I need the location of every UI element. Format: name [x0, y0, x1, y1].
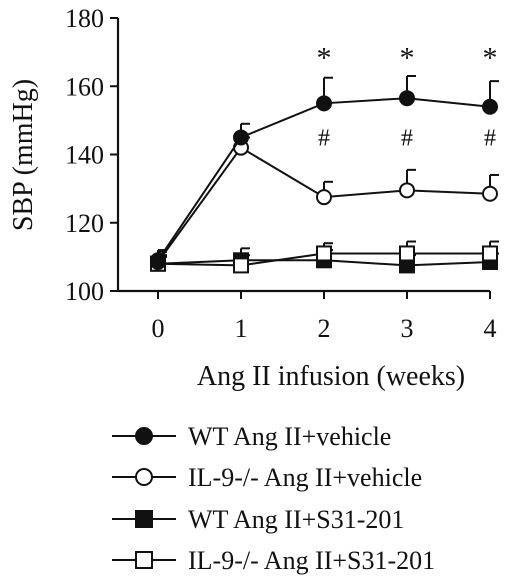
- data-point: [233, 129, 249, 146]
- x-tick-label: 1: [235, 314, 248, 343]
- legend-marker: [135, 551, 153, 569]
- data-point: [399, 182, 415, 199]
- legend-label: IL-9-/- Ang II+S31-201: [188, 546, 435, 575]
- series-layer: [150, 75, 499, 274]
- legend-item: IL-9-/- Ang II+vehicle: [112, 463, 422, 492]
- significance-hash: #: [484, 125, 496, 151]
- significance-star: *: [400, 42, 415, 75]
- y-tick-label: 120: [65, 209, 104, 238]
- significance-hash: #: [318, 125, 330, 151]
- x-tick-label: 2: [318, 314, 331, 343]
- x-axis-label: Ang II infusion (weeks): [197, 361, 465, 392]
- legend-item: WT Ang II+S31-201: [112, 505, 404, 534]
- data-point: [150, 252, 166, 269]
- legend: WT Ang II+vehicle IL-9-/- Ang II+vehicle W…: [112, 422, 435, 575]
- data-point: [316, 245, 332, 262]
- legend-marker: [135, 427, 153, 445]
- y-tick-label: 100: [65, 277, 104, 306]
- axes: [116, 18, 490, 293]
- data-point: [399, 90, 415, 107]
- data-point: [482, 185, 498, 202]
- x-tick-label: 4: [484, 314, 497, 343]
- series-wt-ang-ii-vehicle: [150, 75, 499, 269]
- x-tick-label: 3: [401, 314, 414, 343]
- legend-label: IL-9-/- Ang II+vehicle: [188, 463, 422, 492]
- data-point: [233, 257, 249, 274]
- legend-item: IL-9-/- Ang II+S31-201: [112, 546, 435, 575]
- y-tick-label: 180: [65, 4, 104, 33]
- y-tick-label: 160: [65, 72, 104, 101]
- data-point: [316, 189, 332, 206]
- x-tick-label: 0: [152, 314, 165, 343]
- significance-star: *: [317, 42, 332, 75]
- legend-marker: [135, 510, 153, 528]
- y-axis-label: SBP (mmHg): [8, 79, 39, 231]
- y-tick-label: 140: [65, 141, 104, 170]
- data-point: [482, 245, 498, 262]
- legend-marker: [135, 468, 153, 486]
- legend-label: WT Ang II+S31-201: [188, 505, 404, 534]
- annotation-layer: * * * # # #: [317, 42, 498, 152]
- data-point: [399, 245, 415, 262]
- data-point: [482, 98, 498, 115]
- data-point: [316, 95, 332, 112]
- legend-item: WT Ang II+vehicle: [112, 422, 391, 451]
- significance-star: *: [483, 42, 498, 75]
- legend-label: WT Ang II+vehicle: [188, 422, 391, 451]
- series-line: [157, 97, 491, 261]
- significance-hash: #: [401, 125, 413, 151]
- ticks: 100 120 140 160 180 0 1 2 3 4: [65, 4, 497, 343]
